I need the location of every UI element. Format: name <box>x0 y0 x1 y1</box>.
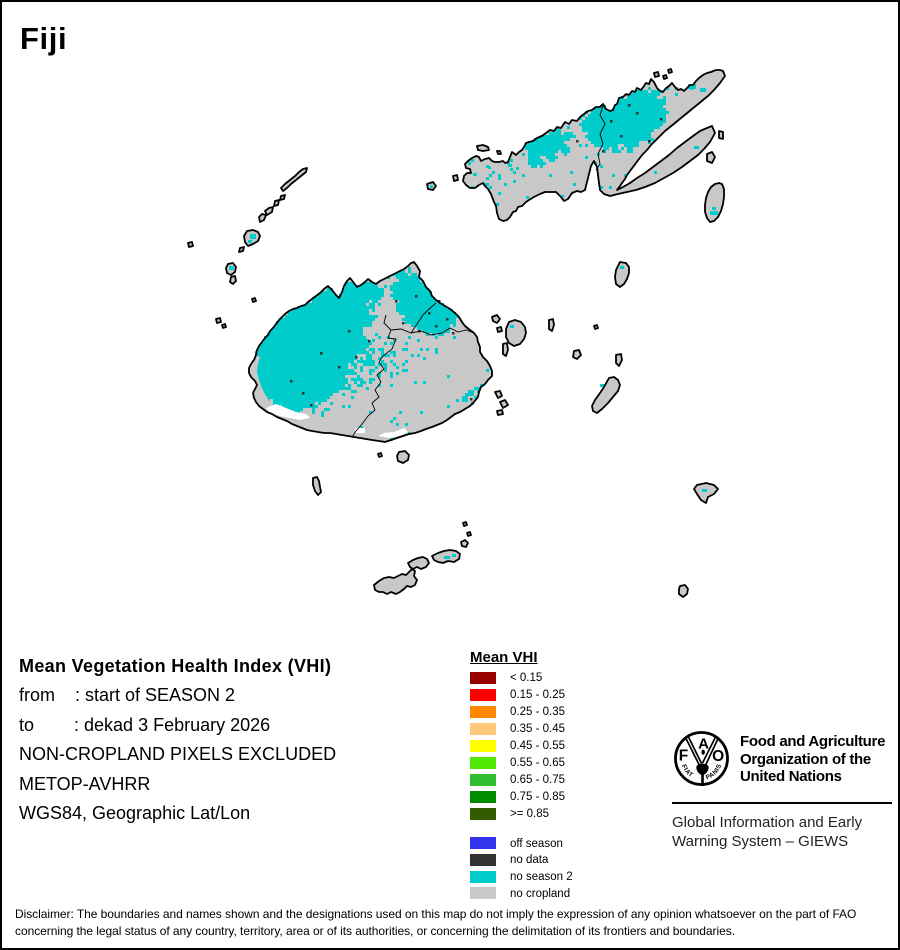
svg-text:F: F <box>679 747 688 764</box>
svg-text:O: O <box>712 748 724 765</box>
svg-text:A: A <box>698 736 709 753</box>
